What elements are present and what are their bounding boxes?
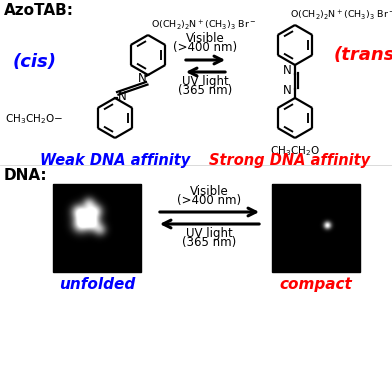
Bar [272, 184, 360, 272]
Text: CH$_3$CH$_2$O: CH$_3$CH$_2$O [270, 144, 320, 158]
Text: Visible: Visible [190, 185, 229, 198]
Text: N: N [283, 64, 291, 78]
Text: Visible: Visible [186, 32, 224, 45]
Text: O(CH$_2$)$_2$N$^+$(CH$_3$)$_3$ Br$^-$: O(CH$_2$)$_2$N$^+$(CH$_3$)$_3$ Br$^-$ [290, 8, 392, 22]
Text: DNA:: DNA: [4, 168, 47, 183]
Text: UV light: UV light [186, 227, 232, 240]
Text: N: N [138, 72, 146, 84]
Text: N: N [118, 90, 126, 104]
Text: AzoTAB:: AzoTAB: [4, 3, 74, 18]
Text: (>400 nm): (>400 nm) [173, 41, 237, 54]
Text: (trans): (trans) [333, 46, 392, 64]
Text: (365 nm): (365 nm) [178, 84, 232, 97]
Bar [53, 184, 141, 272]
Text: O(CH$_2$)$_2$N$^+$(CH$_3$)$_3$ Br$^-$: O(CH$_2$)$_2$N$^+$(CH$_3$)$_3$ Br$^-$ [151, 18, 256, 32]
Text: (cis): (cis) [13, 53, 57, 71]
Text: Strong DNA affinity: Strong DNA affinity [209, 153, 370, 168]
Text: (>400 nm): (>400 nm) [177, 194, 241, 207]
Text: UV light: UV light [181, 75, 229, 88]
Text: (365 nm): (365 nm) [182, 236, 236, 249]
Text: CH$_3$CH$_2$O$-$: CH$_3$CH$_2$O$-$ [5, 112, 63, 126]
Text: N: N [283, 84, 291, 98]
Text: Weak DNA affinity: Weak DNA affinity [40, 153, 190, 168]
Text: unfolded: unfolded [59, 277, 135, 292]
Text: compact: compact [279, 277, 352, 292]
